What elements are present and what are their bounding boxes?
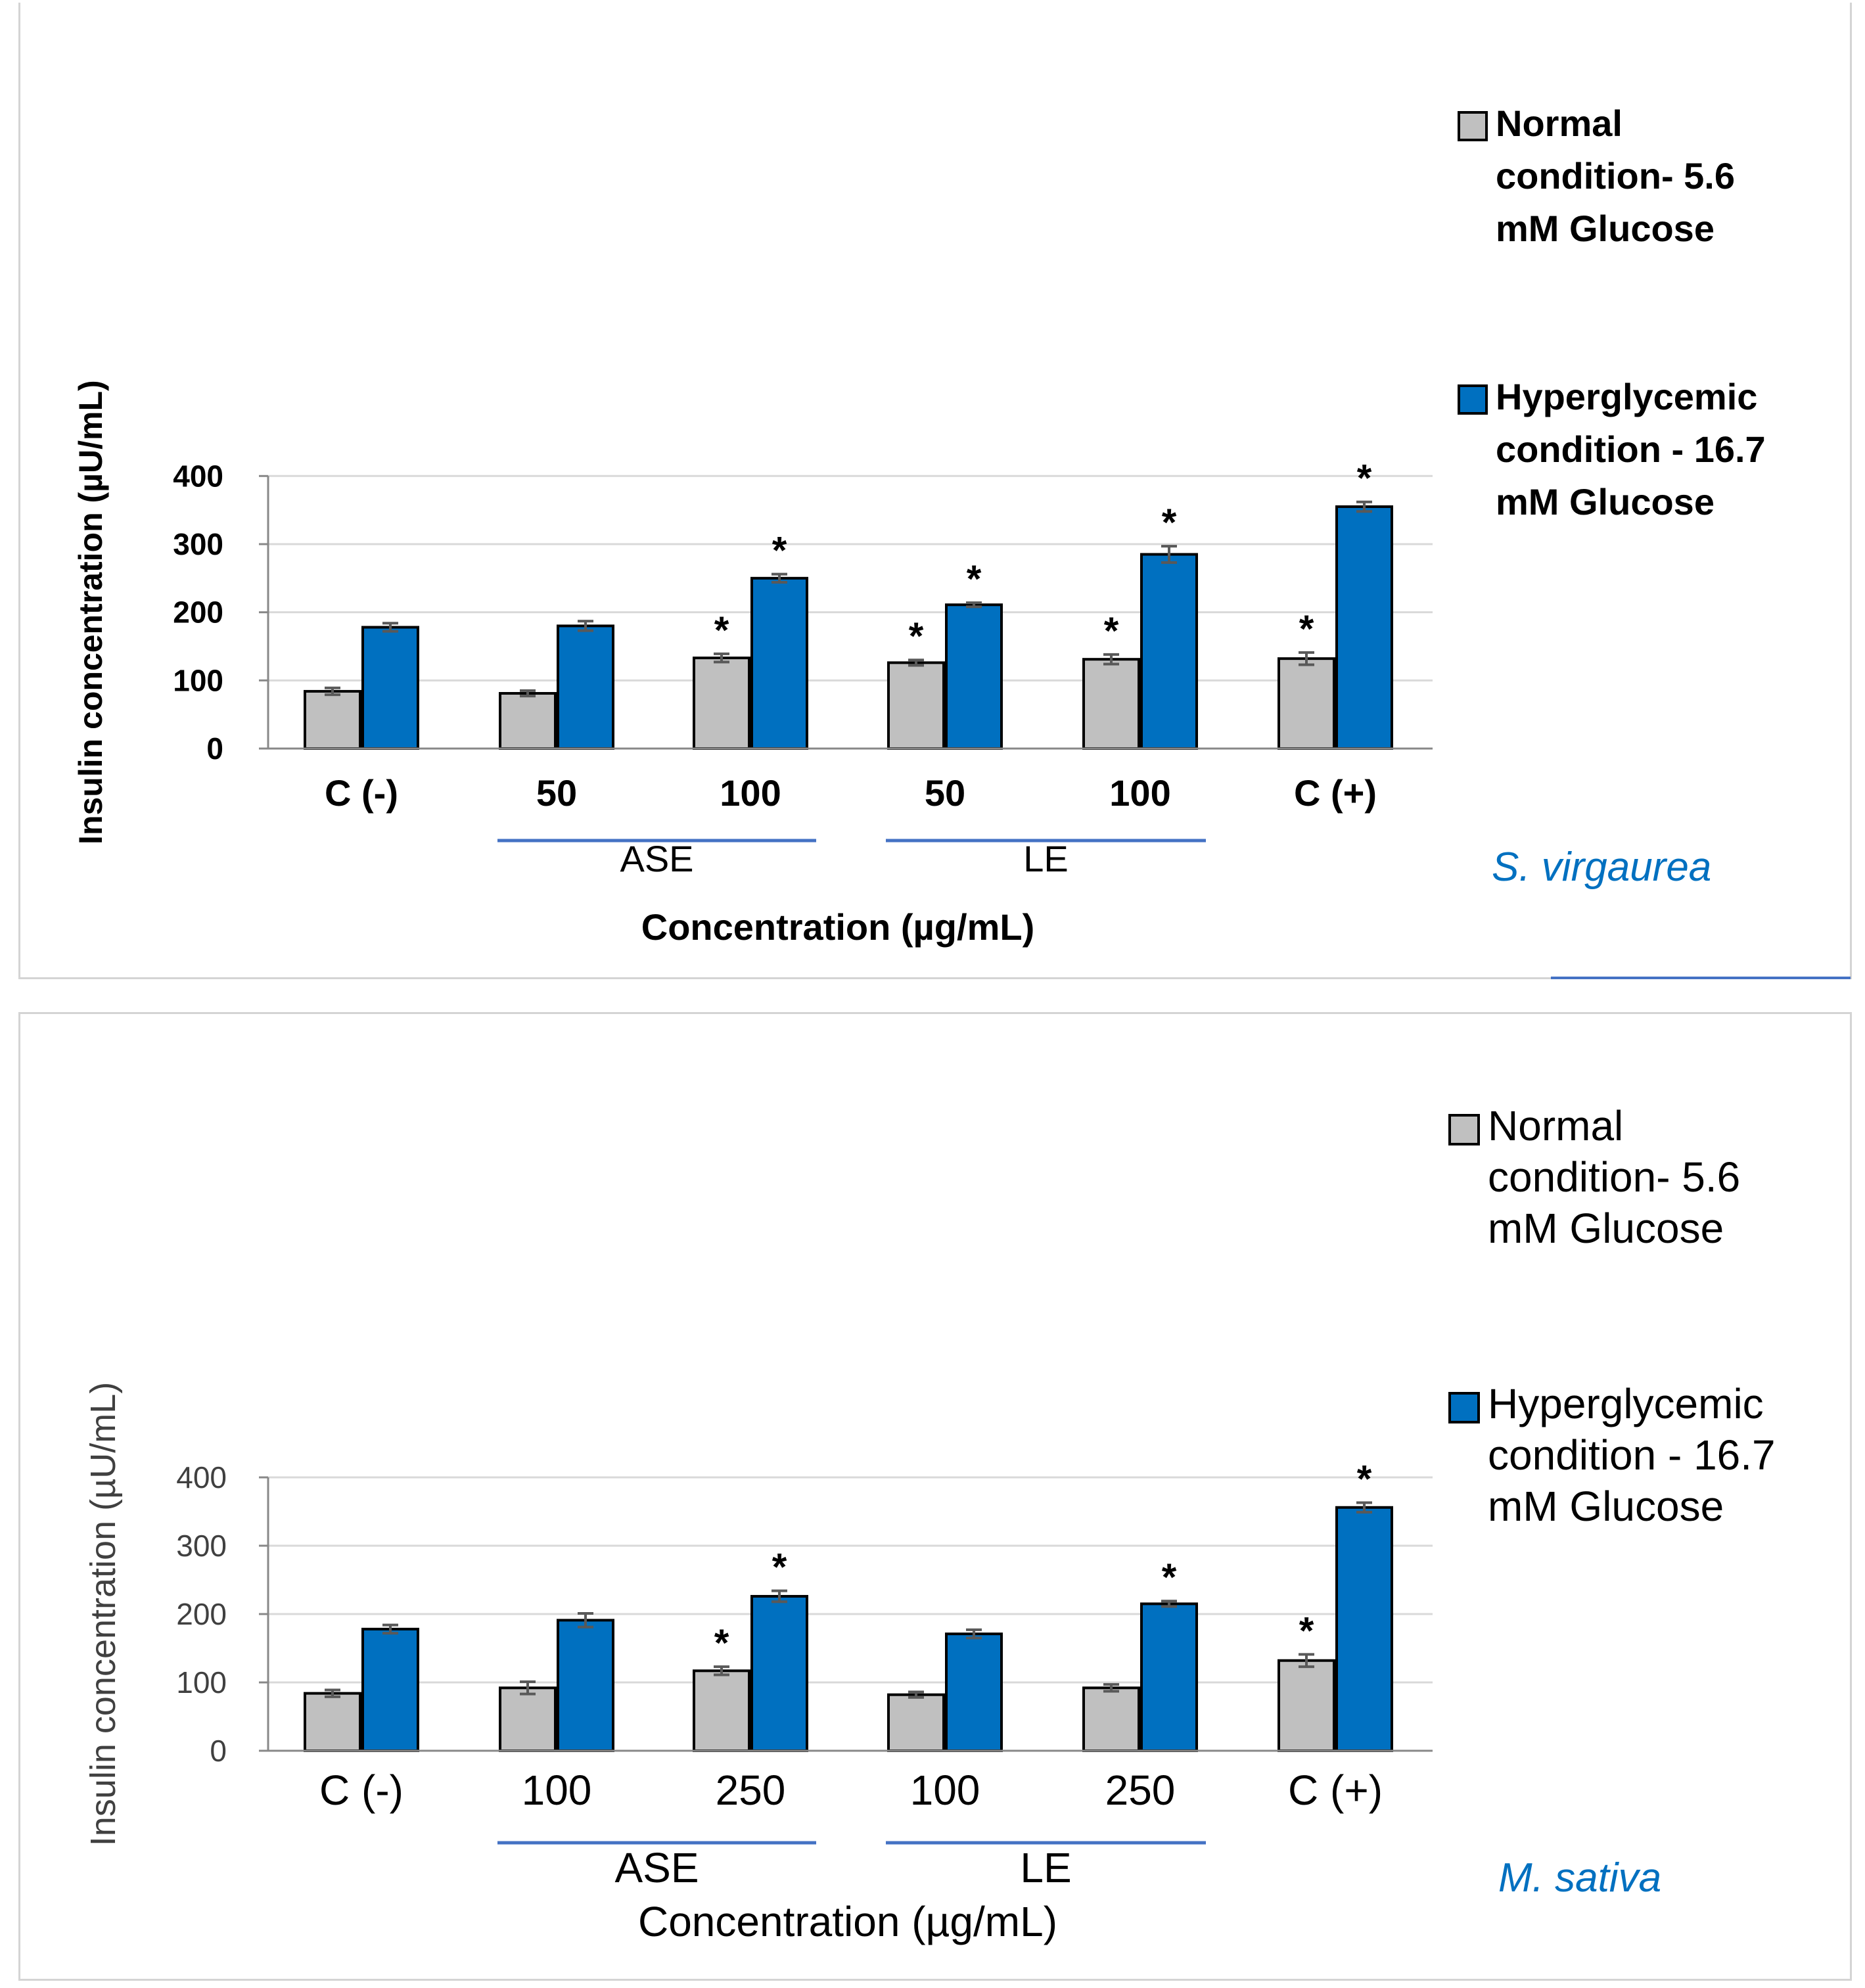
bar-hyperglycemic [945, 1632, 1003, 1752]
species-label: M. sativa [1498, 1855, 1661, 1901]
group-label: ASE [620, 838, 693, 879]
y-tick-label: 100 [176, 1665, 227, 1699]
legend-label: Normal [1488, 1102, 1623, 1149]
bar-hyperglycemic [1335, 1506, 1393, 1752]
x-tick-label: 50 [925, 772, 965, 814]
legend-label: mM Glucose [1496, 208, 1715, 249]
significance-marker: * [1299, 1609, 1314, 1652]
legend-label: Normal [1496, 103, 1623, 144]
bar-normal [887, 1693, 945, 1752]
y-tick-label: 0 [206, 731, 223, 766]
x-tick-label: C (-) [325, 772, 398, 814]
bar-hyperglycemic [1335, 505, 1393, 750]
bar-normal [1082, 658, 1140, 750]
bar-hyperglycemic [1140, 553, 1198, 750]
bar-normal [499, 1686, 557, 1753]
legend-swatch-normal [1458, 111, 1488, 141]
x-axis-title: Concentration (µg/mL) [638, 1898, 1057, 1945]
x-tick-label: C (+) [1288, 1767, 1383, 1814]
x-tick-label: 100 [522, 1767, 592, 1814]
legend-label: mM Glucose [1488, 1483, 1724, 1530]
group-label: ASE [614, 1844, 699, 1891]
legend-label: Hyperglycemic [1488, 1380, 1764, 1427]
significance-marker: * [1357, 457, 1372, 500]
bar-normal [887, 661, 945, 750]
y-tick-label: 200 [173, 595, 223, 630]
significance-marker: * [714, 1622, 729, 1665]
significance-marker: * [1104, 610, 1119, 653]
significance-marker: * [772, 1546, 787, 1589]
significance-marker: * [909, 615, 924, 658]
species-label: S. virgaurea [1492, 844, 1711, 890]
bar-normal [304, 1692, 361, 1752]
legend-swatch-hyperglycemic [1458, 384, 1488, 415]
chart-panel-m-sativa [18, 1012, 1852, 1981]
bar-normal [499, 692, 557, 750]
bar-hyperglycemic [361, 626, 419, 750]
x-tick-label: C (+) [1294, 772, 1377, 814]
legend-label: condition- 5.6 [1488, 1153, 1740, 1201]
y-tick-label: 300 [173, 527, 223, 561]
bar-hyperglycemic [557, 1619, 614, 1753]
x-tick-label: 250 [1105, 1767, 1176, 1814]
x-tick-label: 250 [716, 1767, 786, 1814]
bar-normal [693, 657, 750, 750]
legend-label: Hyperglycemic [1496, 376, 1757, 417]
bar-hyperglycemic [750, 1594, 808, 1752]
legend-label: condition - 16.7 [1488, 1431, 1776, 1479]
bar-normal [1278, 657, 1335, 750]
bar-hyperglycemic [750, 576, 808, 750]
bar-normal [1082, 1686, 1140, 1753]
group-label: LE [1020, 1844, 1071, 1891]
significance-marker: * [967, 558, 982, 601]
chart-panel-s-virgaurea [18, 3, 1852, 979]
bar-hyperglycemic [557, 624, 614, 751]
significance-marker: * [714, 609, 729, 652]
bar-normal [304, 689, 361, 750]
bar-normal [693, 1669, 750, 1753]
chart-1: 0 100 200 300 400 * * * * * * * * C (-) 50 100 50 100 C (+… [72, 103, 1766, 948]
species-underline [1551, 977, 1851, 979]
x-tick-label: 100 [910, 1767, 980, 1814]
group-label: LE [1023, 838, 1069, 879]
x-tick-label: 100 [720, 772, 781, 814]
significance-marker: * [1162, 501, 1177, 544]
y-tick-label: 400 [176, 1460, 227, 1494]
legend-swatch-hyperglycemic [1448, 1392, 1480, 1423]
y-tick-label: 100 [173, 663, 223, 697]
x-tick-label: 50 [536, 772, 577, 814]
x-tick-label: 100 [1109, 772, 1170, 814]
y-tick-label: 300 [176, 1529, 227, 1563]
x-tick-label: C (-) [319, 1767, 403, 1814]
legend-label: mM Glucose [1488, 1205, 1724, 1252]
y-tick-label: 400 [173, 459, 223, 493]
x-axis-title: Concentration (µg/mL) [641, 906, 1034, 948]
bar-hyperglycemic [945, 603, 1003, 750]
significance-marker: * [772, 530, 787, 572]
significance-marker: * [1357, 1458, 1372, 1500]
significance-marker: * [1162, 1556, 1177, 1599]
y-axis-title: Insulin concentration (µU/mL) [72, 380, 109, 844]
significance-marker: * [1299, 608, 1314, 651]
legend-label: mM Glucose [1496, 481, 1715, 522]
legend-label: condition- 5.6 [1496, 155, 1735, 196]
y-axis-title: Insulin concentration (µU/mL) [83, 1382, 123, 1846]
y-tick-label: 0 [210, 1734, 227, 1768]
legend-label: condition - 16.7 [1496, 428, 1766, 470]
chart-2: 0 100 200 300 400 * * * * * C (-) 100 250 100 250 C (+)… [83, 1102, 1776, 1945]
y-tick-label: 200 [176, 1597, 227, 1631]
bar-hyperglycemic [1140, 1602, 1198, 1752]
legend-swatch-normal [1448, 1114, 1480, 1145]
bar-normal [1278, 1659, 1335, 1752]
bar-hyperglycemic [361, 1627, 419, 1752]
